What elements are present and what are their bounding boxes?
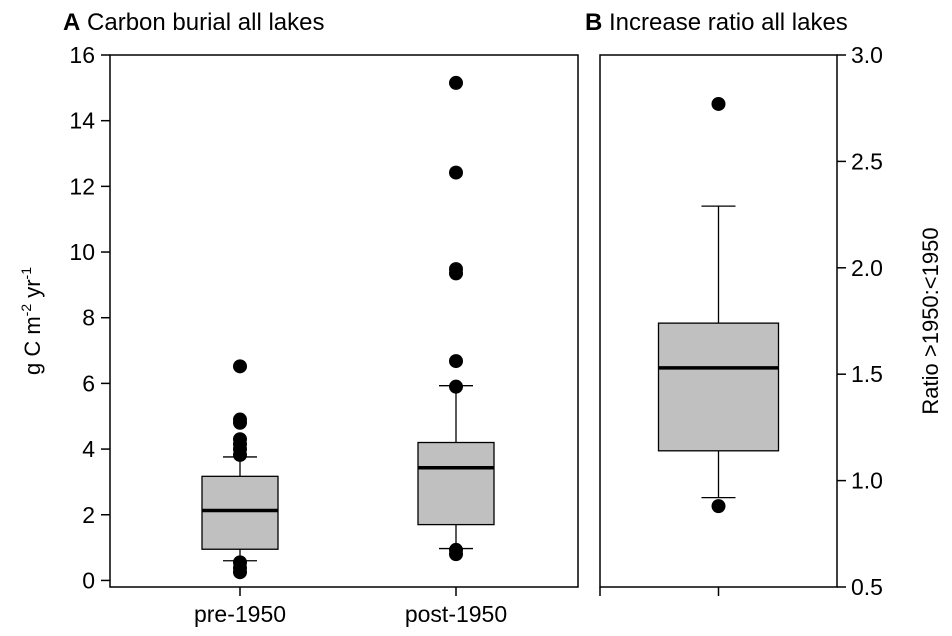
- plot-frame: [109, 54, 579, 588]
- y-tick-label: 8: [82, 305, 95, 331]
- title-text: Increase ratio all lakes: [609, 9, 848, 36]
- y-tick-label: 10: [69, 239, 95, 265]
- panel-letter: A: [63, 9, 80, 36]
- y-tick-label: 0: [82, 567, 95, 593]
- y-label-part: yr: [20, 279, 45, 303]
- y-label-part: g C m: [20, 316, 45, 375]
- y-tick-label: 16: [69, 42, 95, 68]
- y-tick-label: 1.0: [851, 468, 883, 494]
- panel-letter: B: [585, 9, 602, 36]
- outlier: [449, 165, 463, 180]
- box: [657, 322, 780, 452]
- title-text: Carbon burial all lakes: [87, 9, 324, 36]
- y-tick-label: 2.0: [851, 255, 883, 281]
- outlier: [449, 354, 463, 369]
- y-tick-label: 6: [82, 370, 95, 396]
- spacer: [80, 9, 87, 36]
- y-label-superscript: -2: [18, 304, 34, 317]
- outlier: [449, 75, 463, 90]
- panel-title: B Increase ratio all lakes: [585, 9, 848, 36]
- outlier: [233, 447, 247, 462]
- outlier: [449, 547, 463, 562]
- y-tick-label: 2.5: [851, 148, 883, 174]
- x-tick-label: pre-1950: [194, 601, 286, 627]
- x-tick-label: post-1950: [405, 601, 507, 627]
- box: [201, 475, 279, 550]
- y-tick-label: 4: [82, 436, 95, 462]
- y-tick-label: 1.5: [851, 361, 883, 387]
- outlier: [233, 565, 247, 580]
- y-tick-label: 12: [69, 173, 95, 199]
- outlier: [233, 415, 247, 430]
- spacer: [602, 9, 609, 36]
- y-axis-label: g C m-2 yr-1: [18, 267, 45, 375]
- y-label-part: Ratio >1950:<1950: [918, 227, 943, 414]
- outlier: [449, 266, 463, 281]
- y-axis-label: Ratio >1950:<1950: [918, 227, 943, 414]
- outlier: [711, 499, 726, 514]
- y-tick-label: 14: [69, 108, 95, 134]
- y-tick-label: 3.0: [851, 42, 883, 68]
- y-label-superscript: -1: [18, 267, 34, 280]
- box: [417, 441, 495, 526]
- y-tick-label: 2: [82, 502, 95, 528]
- outlier: [233, 359, 247, 374]
- outlier: [711, 96, 726, 111]
- y-tick-label: 0.5: [851, 574, 883, 600]
- outlier: [449, 379, 463, 394]
- panel-title: A Carbon burial all lakes: [63, 9, 324, 36]
